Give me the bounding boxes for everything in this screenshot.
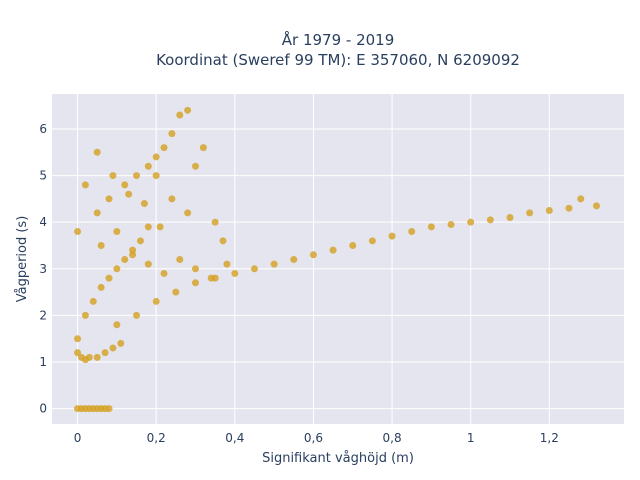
data-point (506, 214, 514, 222)
data-point (156, 223, 164, 231)
data-point (136, 237, 144, 245)
data-point (309, 251, 317, 259)
data-point (486, 216, 494, 224)
data-point (184, 106, 192, 114)
y-tick-label: 0 (39, 402, 47, 416)
y-tick-label: 4 (39, 215, 47, 229)
data-point (526, 209, 534, 217)
data-point (133, 172, 141, 180)
data-point (211, 218, 219, 226)
data-point (144, 162, 152, 170)
data-point (231, 269, 239, 277)
data-point (290, 255, 298, 263)
data-point (89, 297, 97, 305)
data-point (184, 209, 192, 217)
y-tick-label: 3 (39, 262, 47, 276)
x-tick-label: 1,2 (540, 431, 559, 445)
data-point (85, 353, 93, 361)
data-points (74, 106, 600, 413)
data-point (101, 349, 109, 357)
data-point (144, 260, 152, 268)
data-point (172, 288, 180, 296)
data-point (388, 232, 396, 240)
data-point (191, 279, 199, 287)
chart-title-line-1: År 1979 - 2019 (282, 30, 395, 49)
data-point (152, 153, 160, 161)
data-point (168, 195, 176, 203)
data-point (129, 251, 137, 259)
x-axis-title: Signifikant våghöjd (m) (262, 451, 414, 466)
data-point (121, 255, 129, 263)
data-point (140, 200, 148, 208)
x-tick-label: 0,2 (147, 431, 166, 445)
data-point (93, 148, 101, 156)
data-point (199, 144, 207, 152)
data-point (97, 283, 105, 291)
data-point (152, 172, 160, 180)
y-tick-label: 5 (39, 169, 47, 183)
data-point (219, 237, 227, 245)
y-axis-ticks: 0 1 2 3 4 5 6 (39, 122, 47, 416)
data-point (176, 255, 184, 263)
chart-title-line-2: Koordinat (Sweref 99 TM): E 357060, N 62… (156, 51, 520, 69)
plot-area (52, 94, 624, 424)
data-point (368, 237, 376, 245)
data-point (97, 241, 105, 249)
data-point (74, 228, 82, 235)
y-axis-title: Vågperiod (s) (15, 216, 30, 303)
data-point (81, 311, 89, 319)
data-point (152, 297, 160, 305)
data-point (93, 209, 101, 217)
data-point (105, 274, 113, 282)
data-point (113, 228, 121, 235)
data-point (168, 130, 176, 138)
data-point (176, 111, 184, 119)
data-point (577, 195, 585, 203)
x-tick-label: 0,8 (383, 431, 402, 445)
data-point (74, 335, 82, 343)
data-point (207, 274, 215, 282)
data-point (113, 265, 121, 273)
grid-lines (52, 94, 624, 424)
data-point (565, 204, 573, 212)
data-point (113, 321, 121, 329)
data-point (467, 218, 475, 226)
data-point (447, 221, 455, 229)
data-point (329, 246, 337, 254)
x-axis-ticks: 0 0,2 0,4 0,6 0,8 1 1,2 (74, 431, 559, 445)
data-point (160, 144, 168, 152)
data-point (93, 353, 101, 361)
data-point (427, 223, 435, 231)
data-point (250, 265, 258, 273)
data-point (105, 195, 113, 203)
x-tick-label: 1 (467, 431, 475, 445)
data-point (74, 349, 82, 357)
data-point (349, 241, 357, 249)
data-point (105, 405, 113, 413)
data-point (144, 223, 152, 231)
data-point (592, 202, 600, 210)
x-tick-label: 0,4 (225, 431, 244, 445)
data-point (121, 181, 129, 189)
data-point (109, 344, 117, 352)
x-tick-label: 0,6 (304, 431, 323, 445)
data-point (223, 260, 231, 268)
y-tick-label: 2 (39, 308, 47, 322)
data-point (270, 260, 278, 268)
data-point (125, 190, 133, 198)
data-point (133, 311, 141, 319)
data-point (191, 162, 199, 170)
data-point (545, 207, 553, 215)
y-tick-label: 6 (39, 122, 47, 136)
x-tick-label: 0 (74, 431, 82, 445)
data-point (117, 339, 125, 347)
data-point (81, 181, 89, 189)
y-tick-label: 1 (39, 355, 47, 369)
data-point (160, 269, 168, 277)
data-point (408, 228, 416, 235)
data-point (191, 265, 199, 273)
data-point (109, 172, 117, 180)
